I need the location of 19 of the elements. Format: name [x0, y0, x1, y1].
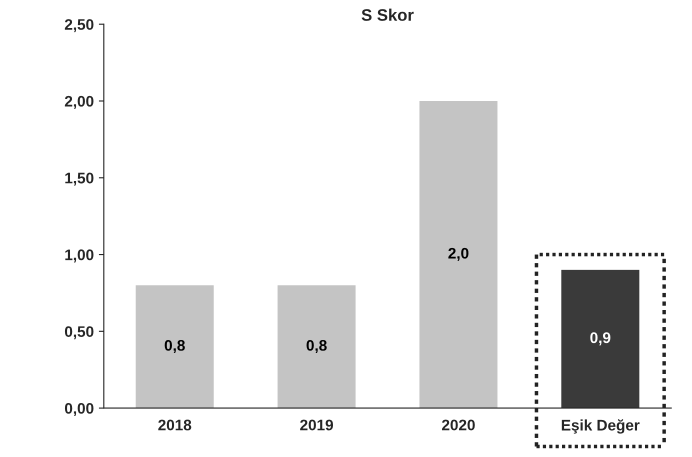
y-tick-label: 2,00: [64, 96, 94, 109]
x-tick-label: 2020: [442, 420, 475, 430]
y-tick-label: 2,50: [64, 19, 94, 32]
y-tick-label: 1,00: [65, 249, 94, 262]
bar: [561, 270, 640, 408]
chart-title: S Skor: [362, 8, 414, 21]
data-label: 0,8: [164, 340, 185, 353]
bar: [136, 285, 214, 408]
bar: [278, 285, 356, 408]
bar: [419, 100, 498, 408]
y-tick-label: 0,50: [64, 326, 94, 340]
x-tick-label: 2018: [158, 420, 192, 430]
y-tick-label: 1,50: [65, 172, 94, 186]
data-label: 0,9: [590, 332, 610, 346]
x-tick-label: Eşik Değer: [562, 419, 640, 434]
data-label: 2,0: [448, 248, 468, 261]
y-tick-label: 0,00: [64, 402, 94, 416]
x-tick-label: 2019: [300, 420, 334, 430]
data-label: 0,8: [306, 340, 327, 353]
